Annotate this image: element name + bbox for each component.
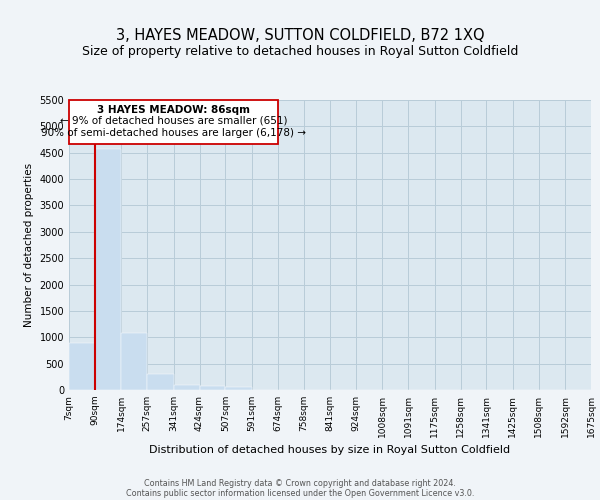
Text: 90% of semi-detached houses are larger (6,178) →: 90% of semi-detached houses are larger (…: [41, 128, 306, 138]
Bar: [173, 386, 200, 390]
X-axis label: Distribution of detached houses by size in Royal Sutton Coldfield: Distribution of detached houses by size …: [149, 446, 511, 456]
Y-axis label: Number of detached properties: Number of detached properties: [24, 163, 34, 327]
Bar: [226, 388, 252, 390]
Text: ← 9% of detached houses are smaller (651): ← 9% of detached houses are smaller (651…: [59, 116, 287, 126]
Text: 3, HAYES MEADOW, SUTTON COLDFIELD, B72 1XQ: 3, HAYES MEADOW, SUTTON COLDFIELD, B72 1…: [116, 28, 484, 42]
Bar: [199, 386, 226, 390]
Text: Contains public sector information licensed under the Open Government Licence v3: Contains public sector information licen…: [126, 488, 474, 498]
Text: Contains HM Land Registry data © Crown copyright and database right 2024.: Contains HM Land Registry data © Crown c…: [144, 478, 456, 488]
Bar: [95, 148, 121, 390]
Bar: [69, 342, 95, 390]
Bar: [147, 374, 173, 390]
Text: Size of property relative to detached houses in Royal Sutton Coldfield: Size of property relative to detached ho…: [82, 44, 518, 58]
Text: 3 HAYES MEADOW: 86sqm: 3 HAYES MEADOW: 86sqm: [97, 105, 250, 115]
Bar: [121, 334, 147, 390]
Bar: [69, 100, 278, 144]
